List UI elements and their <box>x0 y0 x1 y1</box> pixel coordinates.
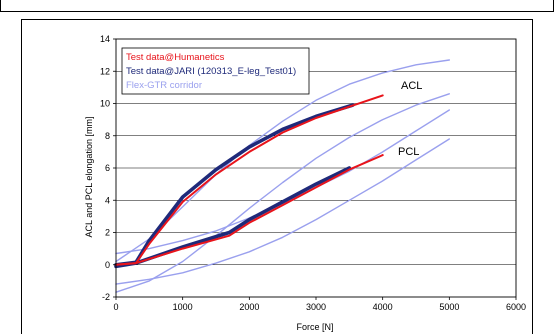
y-axis-label: ACL and PCL elongation [mm] <box>84 117 94 238</box>
x-tick-label: 5000 <box>439 302 459 312</box>
y-tick-label: 6 <box>105 163 110 173</box>
y-tick-label: -2 <box>102 292 110 302</box>
y-tick-label: 10 <box>100 99 110 109</box>
x-tick-label: 2000 <box>239 302 259 312</box>
figure-frame <box>21 19 533 334</box>
pcl-annotation: PCL <box>398 146 419 158</box>
y-tick-label: 2 <box>105 228 110 238</box>
legend-corridor: Flex-GTR corridor <box>126 80 202 91</box>
legend-humanetics: Test data@Humanetics <box>126 52 225 63</box>
y-tick-label: 4 <box>105 195 110 205</box>
legend-box <box>121 47 310 95</box>
x-tick-label: 6000 <box>506 302 526 312</box>
axes <box>113 38 517 300</box>
y-tick-label: 8 <box>105 131 110 141</box>
y-tick-label: 14 <box>100 34 110 44</box>
grid-lines <box>116 70 516 266</box>
series-line-pcl-jari <box>114 166 352 269</box>
y-tick-label: 0 <box>105 260 110 270</box>
x-tick-label: 3000 <box>306 302 326 312</box>
legend: Test data@Humanetics Test data@JARI (120… <box>121 47 310 95</box>
x-tick-label: 0 <box>113 302 118 312</box>
x-axis-label: Force [N] <box>296 322 333 332</box>
x-tick-label: 4000 <box>373 302 393 312</box>
y-tick-label: 12 <box>100 66 110 76</box>
series-line-acl-corridor-lower <box>115 93 450 293</box>
plot-area-border <box>115 38 517 298</box>
series-lines <box>114 59 450 293</box>
series-line-pcl-corridor-lower <box>115 138 450 285</box>
series-line-pcl-humanetics <box>115 154 384 266</box>
legend-jari: Test data@JARI (120313_E-leg_Test01) <box>126 66 296 77</box>
x-tick-label: 1000 <box>173 302 193 312</box>
series-line-acl-humanetics <box>115 94 384 266</box>
acl-annotation: ACL <box>401 80 422 92</box>
previous-panel-border <box>0 0 554 12</box>
